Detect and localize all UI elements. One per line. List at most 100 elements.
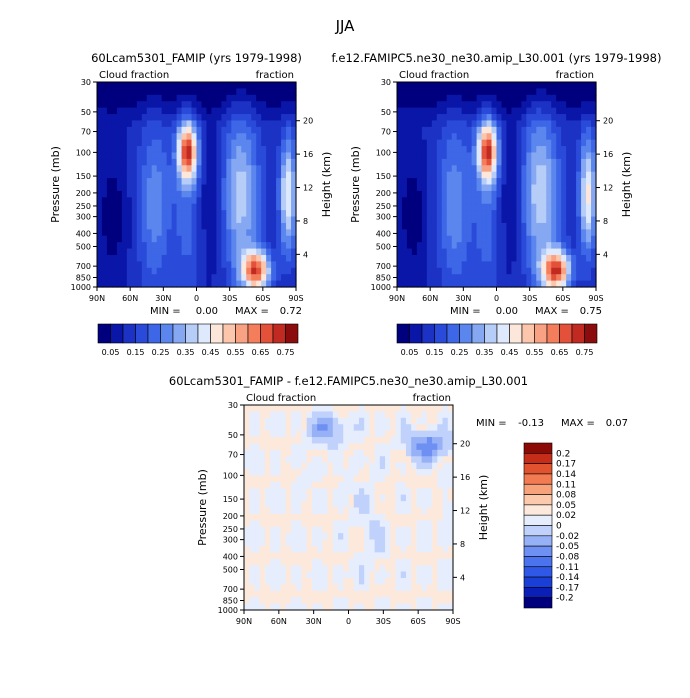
heatmap-cell	[211, 248, 217, 256]
heatmap-cell	[348, 475, 355, 483]
heatmap-cell	[358, 469, 365, 477]
heatmap-cell	[437, 507, 444, 515]
heatmap-cell	[401, 165, 408, 173]
heatmap-cell	[146, 267, 153, 275]
heatmap-cell	[264, 533, 271, 541]
heatmap-cell	[416, 235, 423, 243]
heatmap-cell	[111, 101, 118, 109]
heatmap-cell	[447, 449, 454, 457]
heatmap-cell	[246, 274, 252, 282]
heatmap-cell	[353, 571, 360, 579]
heatmap-cell	[461, 126, 468, 134]
heatmap-cell	[369, 507, 376, 515]
colorbar-swatch	[222, 323, 236, 344]
heatmap-cell	[264, 405, 271, 413]
heatmap-cell	[395, 430, 402, 438]
heatmap-cell	[311, 590, 318, 598]
heatmap-cell	[266, 120, 272, 128]
heatmap-cell	[411, 417, 418, 425]
heatmap-cell	[456, 222, 463, 230]
heatmap-cell	[481, 107, 488, 115]
heatmap-cell	[395, 590, 402, 598]
heatmap-cell	[259, 590, 266, 598]
heatmap-cell	[431, 203, 438, 211]
heatmap-cell	[586, 280, 592, 288]
heatmap-cell	[511, 267, 517, 275]
heatmap-cell	[131, 82, 138, 90]
heatmap-cell	[285, 526, 292, 534]
heatmap-cell	[431, 235, 438, 243]
heatmap-cell	[456, 133, 463, 141]
heatmap-cell	[471, 203, 478, 211]
heatmap-cell	[176, 114, 183, 122]
heatmap-cell	[476, 235, 483, 243]
heatmap-cell	[447, 513, 454, 521]
heatmap-cell	[259, 533, 266, 541]
heatmap-cell	[456, 152, 463, 160]
heatmap-cell	[271, 197, 277, 205]
heatmap-cell	[249, 481, 256, 489]
heatmap-cell	[461, 235, 468, 243]
heatmap-cell	[521, 222, 527, 230]
heatmap-cell	[551, 248, 557, 256]
heatmap-cell	[411, 229, 418, 237]
heatmap-cell	[327, 405, 334, 413]
heatmap-cell	[364, 475, 370, 483]
panel-difference: 60Lcam5301_FAMIP - f.e12.FAMIPC5.ne30_ne…	[169, 374, 628, 626]
heatmap-cell	[291, 565, 297, 573]
heatmap-cell	[421, 190, 428, 198]
heatmap-cell	[511, 242, 517, 250]
heatmap-cell	[436, 82, 443, 90]
heatmap-cell	[101, 235, 108, 243]
heatmap-cell	[581, 165, 587, 173]
heatmap-cell	[161, 158, 168, 166]
heatmap-cell	[451, 222, 458, 230]
heatmap-cell	[385, 571, 391, 579]
heatmap-cell	[471, 120, 478, 128]
heatmap-cell	[416, 565, 423, 573]
heatmap-cell	[405, 488, 412, 496]
heatmap-cell	[501, 222, 508, 230]
heatmap-cell	[216, 171, 222, 179]
heatmap-cell	[379, 443, 386, 451]
heatmap-cell	[348, 449, 355, 457]
heatmap-cell	[286, 203, 292, 211]
heatmap-cell	[400, 411, 407, 419]
heatmap-cell	[401, 242, 408, 250]
heatmap-cell	[161, 254, 168, 262]
heatmap-cell	[186, 254, 193, 262]
heatmap-cell	[586, 184, 592, 192]
colorbar-swatch	[534, 323, 548, 344]
heatmap-cell	[271, 114, 277, 122]
heatmap-cell	[385, 488, 391, 496]
heatmap-cell	[111, 178, 118, 186]
heatmap-cell	[231, 94, 237, 102]
heatmap-cell	[171, 88, 178, 96]
heatmap-cell	[461, 184, 468, 192]
heatmap-cell	[196, 229, 203, 237]
heatmap-cell	[244, 507, 250, 515]
heatmap-cell	[231, 203, 237, 211]
heatmap-cell	[426, 571, 433, 579]
heatmap-cell	[437, 513, 444, 521]
heatmap-cell	[236, 107, 242, 115]
heatmap-cell	[254, 533, 261, 541]
heatmap-cell	[374, 424, 381, 432]
heatmap-cell	[270, 552, 276, 560]
heatmap-cell	[111, 88, 118, 96]
heatmap-cell	[327, 417, 334, 425]
heatmap-cell	[581, 171, 587, 179]
heatmap-cell	[358, 507, 365, 515]
heatmap-cell	[353, 513, 360, 521]
heatmap-cell	[576, 126, 582, 134]
heatmap-cell	[442, 456, 449, 464]
heatmap-cell	[161, 120, 168, 128]
heatmap-cell	[306, 417, 313, 425]
heatmap-cell	[405, 577, 412, 585]
heatmap-cell	[166, 248, 173, 256]
heatmap-cell	[566, 171, 572, 179]
heatmap-cell	[411, 126, 418, 134]
heatmap-cell	[390, 443, 397, 451]
heatmap-cell	[374, 533, 381, 541]
heatmap-cell	[348, 603, 355, 611]
